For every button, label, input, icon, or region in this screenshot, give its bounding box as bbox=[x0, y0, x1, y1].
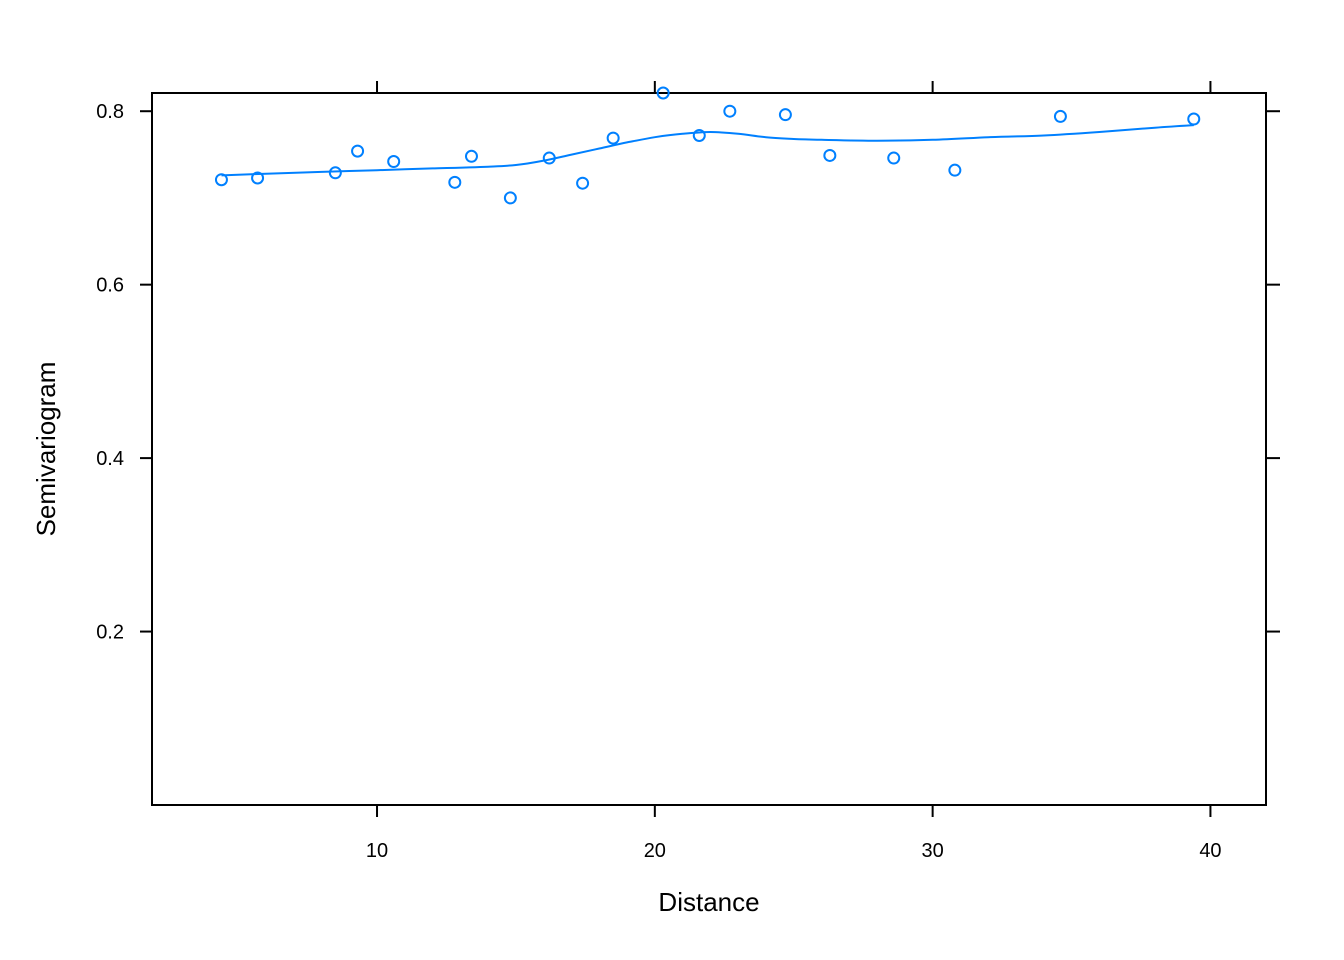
data-point bbox=[1053, 109, 1067, 123]
data-points bbox=[214, 86, 1201, 205]
data-point bbox=[656, 86, 670, 100]
smooth-line-layer bbox=[221, 124, 1194, 177]
x-tick-label: 40 bbox=[1199, 840, 1221, 862]
y-tick-label: 0.8 bbox=[96, 101, 124, 123]
data-point bbox=[251, 171, 265, 185]
data-point bbox=[448, 175, 462, 189]
data-point bbox=[692, 128, 706, 142]
data-point bbox=[778, 108, 792, 122]
data-point bbox=[214, 173, 228, 187]
y-tick-label: 0.4 bbox=[96, 448, 124, 470]
data-point bbox=[887, 151, 901, 165]
x-tick-label: 30 bbox=[922, 840, 944, 862]
x-axis-label: Distance bbox=[658, 887, 759, 917]
data-point bbox=[1187, 112, 1201, 126]
x-tick-label: 10 bbox=[366, 840, 388, 862]
data-point bbox=[503, 191, 517, 205]
smooth-line bbox=[221, 124, 1194, 177]
data-point bbox=[576, 176, 590, 190]
data-point bbox=[387, 155, 401, 169]
data-point bbox=[464, 149, 478, 163]
data-point bbox=[823, 148, 837, 162]
data-point bbox=[948, 163, 962, 177]
data-point bbox=[542, 151, 556, 165]
x-tick-label: 20 bbox=[644, 840, 666, 862]
data-point bbox=[328, 166, 342, 180]
plot-panel bbox=[151, 92, 1267, 806]
data-point bbox=[723, 104, 737, 118]
data-point bbox=[351, 144, 365, 158]
y-axis-label: Semivariogram bbox=[31, 362, 61, 537]
y-tick-label: 0.6 bbox=[96, 275, 124, 297]
axes: 10 20 30 40 0.2 0.4 0.6 0.8 bbox=[96, 81, 1280, 862]
y-tick-label: 0.2 bbox=[96, 622, 124, 644]
data-point bbox=[606, 131, 620, 145]
